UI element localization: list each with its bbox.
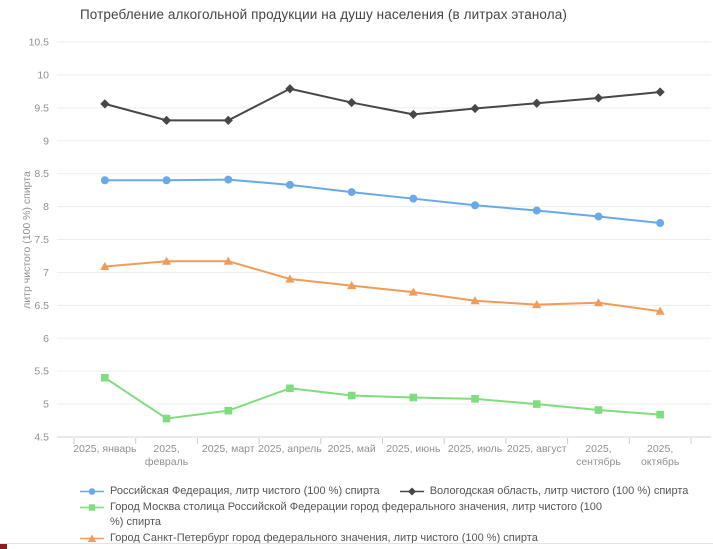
series-line — [104, 376, 661, 420]
data-point[interactable] — [532, 206, 541, 215]
series-line — [104, 87, 661, 122]
data-point[interactable] — [594, 406, 603, 414]
data-point[interactable] — [655, 87, 665, 97]
x-tick-label: 2025, май — [328, 443, 376, 455]
y-axis-title: литр чистого (100 %) спирта — [21, 171, 33, 309]
y-tick-label: 7.5 — [34, 234, 49, 246]
legend-item[interactable]: Город Москва столица Российской Федераци… — [80, 500, 704, 530]
data-point[interactable] — [471, 395, 479, 403]
x-tick-label: февраль — [145, 456, 189, 468]
data-point[interactable] — [223, 256, 233, 265]
y-tick-label: 8 — [43, 201, 49, 213]
data-point[interactable] — [655, 306, 665, 315]
data-point[interactable] — [532, 400, 541, 408]
data-point[interactable] — [409, 393, 418, 402]
y-tick-label: 9.5 — [34, 102, 49, 114]
x-tick-label: 2025, — [153, 443, 179, 455]
data-point[interactable] — [594, 212, 603, 221]
legend-label: Российская Федерация, литр чистого (100 … — [110, 485, 380, 497]
y-tick-label: 6 — [43, 333, 49, 345]
legend-item[interactable]: Вологодская область, литр чистого (100 %… — [399, 484, 689, 499]
bottom-divider — [0, 543, 713, 544]
data-point[interactable] — [347, 280, 357, 290]
series-line — [104, 260, 661, 313]
y-tick-label: 10 — [37, 69, 49, 81]
x-tick-label: 2025, январь — [73, 443, 137, 455]
x-tick-label: 2025, июль — [448, 443, 503, 455]
data-point[interactable] — [285, 274, 295, 283]
diamond-legend-marker-icon — [399, 487, 424, 496]
legend-label: Город Санкт-Петербург город федерального… — [110, 532, 538, 544]
data-point[interactable] — [223, 115, 233, 125]
data-point[interactable] — [409, 194, 418, 203]
legend-item[interactable]: Российская Федерация, литр чистого (100 … — [80, 484, 380, 499]
data-point[interactable] — [347, 188, 356, 197]
y-tick-label: 9 — [43, 135, 49, 147]
chart-title: Потребление алкогольной продукции на душ… — [80, 7, 567, 22]
data-point[interactable] — [100, 261, 110, 270]
x-tick-label: 2025, апрель — [258, 443, 322, 455]
x-tick-label: 2025, — [647, 443, 673, 455]
data-point[interactable] — [593, 93, 604, 103]
x-tick-label: 2025, — [585, 443, 611, 455]
data-point[interactable] — [656, 219, 665, 228]
data-point[interactable] — [408, 287, 418, 296]
x-tick-label: 2025, июнь — [386, 443, 441, 455]
data-point[interactable] — [162, 414, 171, 423]
data-point[interactable] — [285, 84, 295, 94]
data-point[interactable] — [471, 201, 480, 210]
legend-label: Город Москва столица Российской Федераци… — [110, 501, 603, 528]
data-point[interactable] — [224, 406, 233, 415]
chart-legend: Российская Федерация, литр чистого (100 … — [80, 484, 704, 546]
data-point[interactable] — [100, 176, 109, 185]
data-point[interactable] — [161, 115, 172, 125]
data-point[interactable] — [656, 410, 664, 419]
data-point[interactable] — [532, 98, 542, 108]
data-point[interactable] — [161, 256, 172, 265]
legend-item[interactable]: Город Санкт-Петербург город федерального… — [80, 531, 704, 546]
y-tick-label: 7 — [43, 267, 49, 279]
triangle-legend-marker-icon — [80, 534, 104, 542]
data-point[interactable] — [100, 99, 110, 109]
legend-label: Вологодская область, литр чистого (100 %… — [429, 485, 689, 497]
data-point[interactable] — [224, 175, 233, 184]
x-tick-label: октябрь — [641, 456, 680, 468]
x-tick-label: 2025, март — [202, 443, 255, 455]
data-point[interactable] — [286, 384, 294, 393]
data-point[interactable] — [532, 300, 542, 309]
circle-legend-marker-icon — [80, 488, 104, 495]
data-point[interactable] — [101, 373, 109, 382]
data-point[interactable] — [593, 298, 604, 307]
y-tick-label: 4.5 — [34, 432, 49, 444]
y-tick-label: 10.5 — [29, 37, 50, 49]
square-legend-marker-icon — [80, 504, 104, 511]
data-point[interactable] — [285, 180, 294, 189]
line-chart-canvas: 4.5 5 5.5 6 6.5 7 7.5 8 8.5 9 9.5 10 10.5 2025, январ… — [21, 37, 711, 468]
y-tick-label: 6.5 — [34, 300, 49, 312]
data-point[interactable] — [347, 391, 356, 400]
data-point[interactable] — [408, 109, 418, 120]
y-tick-label: 8.5 — [34, 168, 49, 180]
x-tick-label: 2025, август — [507, 443, 567, 455]
y-tick-label: 5 — [43, 399, 49, 411]
data-point[interactable] — [470, 296, 480, 305]
data-point[interactable] — [347, 97, 357, 108]
x-tick-label: сентябрь — [576, 456, 621, 468]
corner-fragment — [0, 544, 7, 549]
series-line — [104, 178, 661, 225]
data-point[interactable] — [470, 103, 480, 114]
data-point[interactable] — [162, 176, 171, 185]
y-tick-label: 5.5 — [34, 366, 49, 378]
